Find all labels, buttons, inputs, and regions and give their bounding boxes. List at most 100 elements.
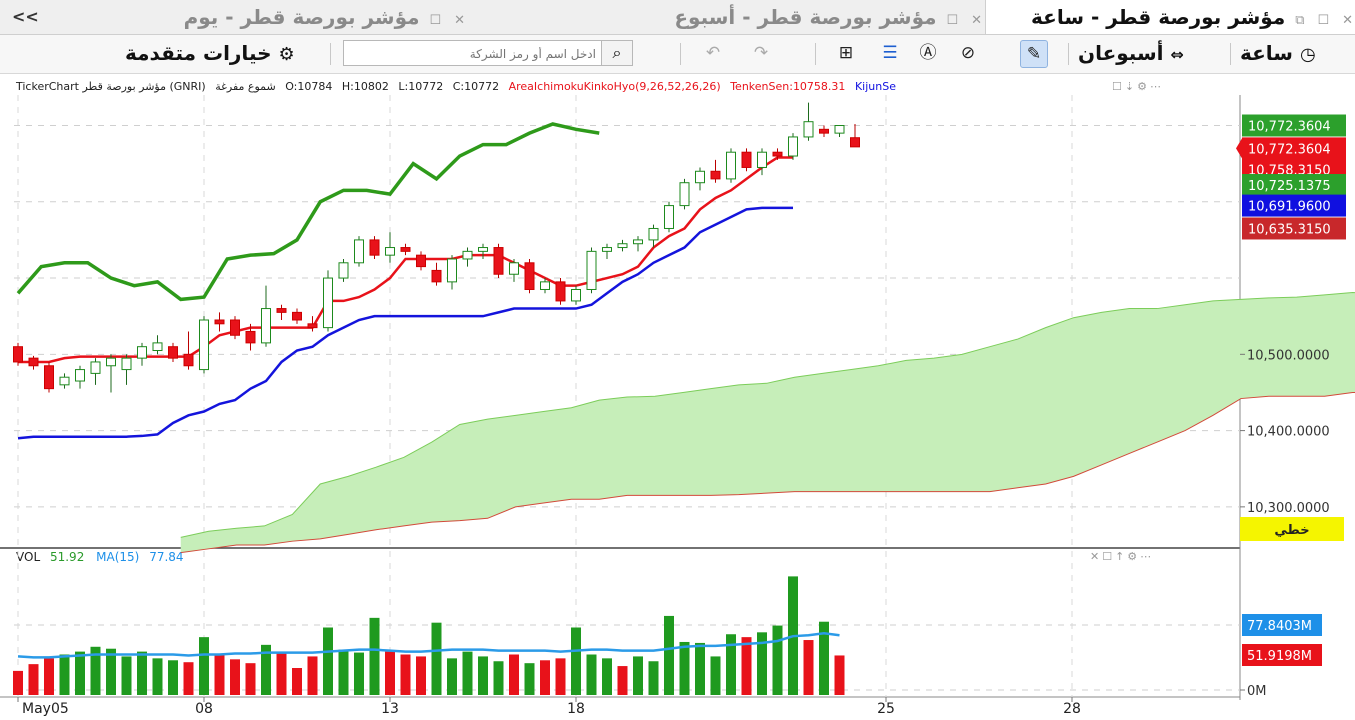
tenkan-sen-line <box>18 156 793 364</box>
candle-down <box>431 269 442 283</box>
close-icon[interactable]: ✕ <box>971 13 982 28</box>
scale-mode-background <box>1240 517 1344 541</box>
volume-info-line: VOL 51.92 MA(15) 77.84 <box>16 550 184 564</box>
time-tick-label: 18 <box>567 701 585 717</box>
volume-label: VOL <box>16 550 41 564</box>
candle-down <box>183 353 194 367</box>
candle-up <box>602 247 612 252</box>
volume-bar-down <box>834 655 845 695</box>
volume-bar-up <box>586 654 597 695</box>
price-panel-controls[interactable]: ☐⇣⚙⋯ <box>1112 80 1164 93</box>
compare-icon[interactable]: ⊞ <box>838 43 854 63</box>
volume-label-text: 51.9198M <box>1247 649 1312 664</box>
candle-up <box>788 136 798 157</box>
price-tick-label: 10,400.0000 <box>1247 425 1330 440</box>
volume-bar-up <box>447 658 457 695</box>
drawing-tool-icon[interactable]: ✎ <box>1020 40 1048 68</box>
volume-bar-up <box>431 622 442 695</box>
volume-bar-down <box>230 659 240 695</box>
tab-overflow-button[interactable]: << <box>12 7 39 26</box>
candle-up <box>90 361 101 374</box>
chart-source: TickerChart مؤشر بورصة قطر (GNRI) <box>16 80 206 93</box>
volume-bar-down <box>385 651 395 695</box>
search-icon[interactable]: ⌕ <box>601 41 632 65</box>
period-two-weeks-button[interactable]: ⇔ أسبوعان <box>1078 41 1184 65</box>
detach-icon[interactable]: ⧉ <box>1295 13 1305 28</box>
price-label-badge: 10,691.9600 <box>1242 194 1346 217</box>
candle-up <box>726 151 736 180</box>
candle-up <box>106 357 116 367</box>
volume-bar-up <box>664 615 674 695</box>
maximize-icon[interactable]: ☐ <box>429 13 442 28</box>
close-icon[interactable]: ✕ <box>454 13 465 28</box>
maximize-icon[interactable]: ☐ <box>946 13 959 28</box>
price-tick-label: 10,300.0000 <box>1247 501 1330 516</box>
candle-up <box>648 227 659 241</box>
volume-label-background <box>1242 644 1322 666</box>
candle-up <box>757 151 767 168</box>
volume-bar-up <box>168 660 178 695</box>
volume-zero-label: 0M <box>1247 684 1267 699</box>
search-input[interactable] <box>344 41 602 67</box>
indicator-icon[interactable]: ⊘ <box>960 43 976 63</box>
volume-bar-up <box>757 632 767 695</box>
candle-up <box>323 277 333 329</box>
candle-up <box>75 369 85 382</box>
candle-down <box>772 151 783 157</box>
price-label-text: 10,772.3604 <box>1248 142 1331 157</box>
price-label-text: 10,725.1375 <box>1248 179 1331 194</box>
advanced-options-button[interactable]: ⚙ خيارات متقدمة <box>125 41 295 65</box>
price-label-badge: 10,635.3150 <box>1242 217 1346 240</box>
volume-ma-value: 77.84 <box>149 550 184 564</box>
alert-icon[interactable]: Ⓐ <box>919 43 937 63</box>
volume-bar-up <box>633 656 643 695</box>
volume-bar-up <box>152 658 163 695</box>
toolbar-separator <box>1068 43 1069 65</box>
scale-mode-label: خطي <box>1274 523 1309 538</box>
period-hour-button[interactable]: ◷ ساعة <box>1240 41 1316 65</box>
candle-up <box>509 262 519 275</box>
volume-bar-up <box>137 651 147 695</box>
volume-ma-label: MA(15) <box>96 550 140 564</box>
volume-panel-controls[interactable]: ✕☐↑⚙⋯ <box>1090 550 1155 563</box>
volume-value: 51.92 <box>49 550 85 564</box>
volume-bar-down <box>28 664 39 695</box>
tab-qatar-index-day[interactable]: ✕ ☐ مؤشر بورصة قطر - يوم <box>158 0 478 34</box>
candle-up <box>121 357 132 371</box>
price-label-text: 10,772.3604 <box>1248 120 1331 135</box>
candle-down <box>710 170 721 180</box>
volume-bar-up <box>524 663 535 695</box>
price-label-background <box>1242 217 1346 240</box>
close-icon[interactable]: ✕ <box>1342 13 1353 28</box>
candle-up <box>834 125 845 134</box>
candle-down <box>28 357 39 367</box>
tab-qatar-index-week[interactable]: ✕ ☐ مؤشر بورصة قطر - أسبوع <box>555 0 995 34</box>
redo-icon[interactable]: ↷ <box>753 43 769 63</box>
candle-up <box>679 182 690 207</box>
price-label-text: 10,758.3150 <box>1248 164 1331 179</box>
toolbar-separator <box>330 43 331 65</box>
time-tick-label: May05 <box>22 701 69 717</box>
candle-up <box>478 247 488 252</box>
tab-qatar-index-hour[interactable]: ✕ ☐ ⧉ مؤشر بورصة قطر - ساعة <box>985 0 1355 34</box>
candle-down <box>493 247 504 275</box>
kijun-sen-line <box>17 206 793 440</box>
lines-icon[interactable]: ☰ <box>882 43 898 63</box>
candle-type: شموع مفرغة <box>215 80 276 93</box>
time-tick-label: 08 <box>195 701 213 717</box>
volume-bar-down <box>509 654 519 695</box>
volume-bar-down <box>555 658 566 695</box>
candle-down <box>276 308 287 313</box>
volume-bar-up <box>323 627 333 695</box>
candle-up <box>385 247 395 256</box>
volume-bar-down <box>214 654 225 695</box>
time-tick-label: 25 <box>877 701 895 717</box>
volume-bar-up <box>772 625 783 695</box>
maximize-icon[interactable]: ☐ <box>1317 13 1330 28</box>
price-label-badge: 10,725.1375 <box>1242 174 1346 196</box>
volume-bar-up <box>788 576 798 695</box>
volume-bar-up <box>679 641 690 695</box>
volume-bar-up <box>695 642 705 695</box>
undo-icon[interactable]: ↶ <box>705 43 721 63</box>
